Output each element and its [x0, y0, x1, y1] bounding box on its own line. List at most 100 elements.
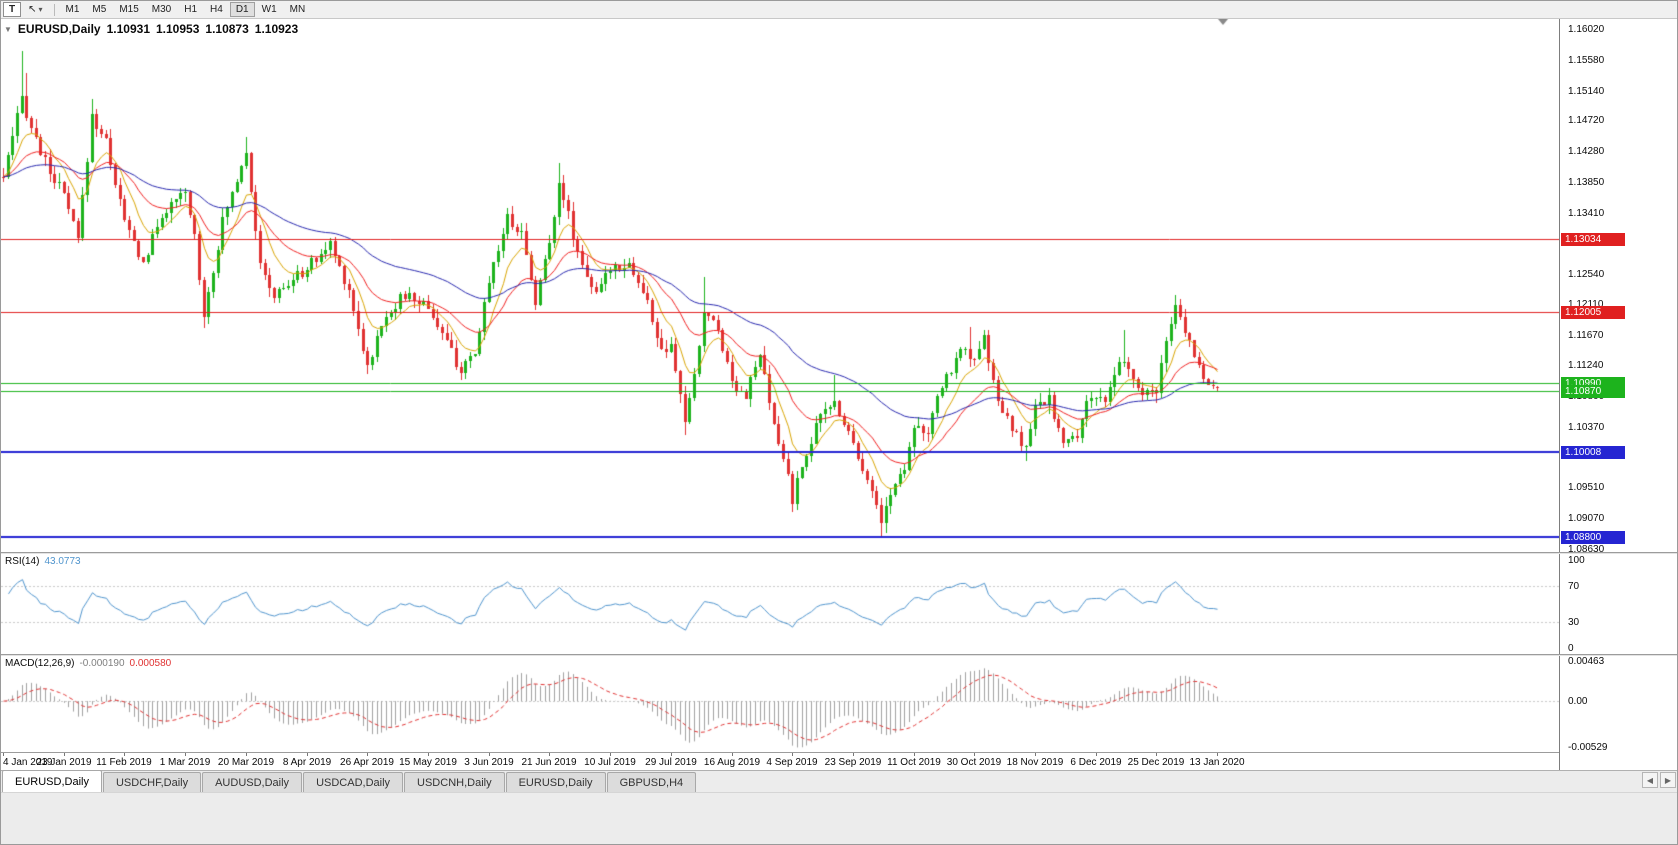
timeframe-button-w1[interactable]: W1	[256, 2, 283, 17]
tab-scroll-left-icon[interactable]: ◀	[1642, 772, 1658, 788]
date-label: 20 Mar 2019	[217, 757, 275, 768]
status-area	[1, 792, 1677, 844]
price-tick-label: 1.12540	[1568, 268, 1605, 280]
date-tick	[1217, 753, 1218, 756]
price-tick-label: 1.10370	[1568, 421, 1605, 433]
timeframe-button-m30[interactable]: M30	[146, 2, 177, 17]
chart-tab-usdcnh-daily[interactable]: USDCNH,Daily	[404, 772, 505, 792]
date-tick	[732, 753, 733, 756]
timeframe-button-d1[interactable]: D1	[229, 2, 255, 17]
rsi-name: RSI(14)	[5, 556, 40, 567]
date-label: 23 Sep 2019	[824, 757, 882, 768]
chevron-down-icon: ▾	[38, 5, 43, 14]
date-tick	[246, 753, 247, 756]
price-chart-canvas[interactable]	[1, 19, 1559, 552]
macd-value-main: -0.000190	[79, 658, 125, 669]
macd-canvas[interactable]	[1, 656, 1559, 752]
date-label: 15 May 2019	[399, 757, 457, 768]
date-tick	[974, 753, 975, 756]
chart-toolbar: T ↖ ▾ M1 M5 M15 M30 H1 H4 D1 W1 MN	[1, 1, 1677, 19]
price-scale[interactable]: 1.16020 1.15580 1.15140 1.14720 1.14280 1.138…	[1559, 19, 1677, 770]
timeframe-button-m5[interactable]: M5	[86, 2, 112, 17]
date-label: 18 Nov 2019	[1006, 757, 1064, 768]
price-tick-label: 1.12110	[1568, 299, 1604, 311]
toolbar-separator	[53, 3, 55, 16]
date-label: 26 Apr 2019	[340, 757, 394, 768]
price-tick-label: 1.13850	[1568, 176, 1605, 188]
timeframe-button-mn[interactable]: MN	[284, 2, 312, 17]
macd-panel: MACD(12,26,9) -0.000190 0.000580	[1, 656, 1559, 752]
date-tick	[549, 753, 550, 756]
macd-name: MACD(12,26,9)	[5, 658, 75, 669]
timeframe-button-m1[interactable]: M1	[60, 2, 86, 17]
date-label: 8 Apr 2019	[282, 757, 332, 768]
date-label: 11 Oct 2019	[887, 757, 941, 768]
date-tick	[1035, 753, 1036, 756]
date-label: 30 Oct 2019	[946, 757, 1002, 768]
date-label: 1 Mar 2019	[159, 757, 211, 768]
chart-tab-eurusd-daily[interactable]: EURUSD,Daily	[2, 770, 102, 792]
date-label: 23 Jan 2019	[36, 757, 92, 768]
chart-tab-bar: EURUSD,Daily USDCHF,Daily AUDUSD,Daily USDC…	[1, 770, 1677, 792]
price-badge: 1.08800	[1561, 531, 1625, 544]
timeframe-button-m15[interactable]: M15	[113, 2, 144, 17]
chart-tab-eurusd-daily[interactable]: EURUSD,Daily	[505, 772, 606, 792]
date-tick	[1156, 753, 1157, 756]
price-tick-label: 1.11240	[1568, 360, 1604, 372]
date-label: 29 Jul 2019	[645, 757, 697, 768]
date-tick	[307, 753, 308, 756]
price-tick-label: 1.15580	[1568, 54, 1605, 66]
timeframe-button-h1[interactable]: H1	[178, 2, 203, 17]
macd-scale-label: -0.00529	[1568, 742, 1608, 753]
panel-splitter-macd[interactable]	[1, 654, 1677, 656]
rsi-canvas[interactable]	[1, 554, 1559, 654]
price-tick-label: 1.16020	[1568, 23, 1605, 35]
price-tick-label: 1.13410	[1568, 207, 1605, 219]
price-tick-label: 1.08630	[1568, 544, 1605, 556]
price-tick-label: 1.11670	[1568, 330, 1604, 342]
price-badge: 1.10008	[1561, 446, 1625, 459]
rsi-scale-label: 70	[1568, 581, 1580, 593]
price-badge: 1.10870	[1561, 385, 1625, 398]
macd-scale-label: 0.00	[1568, 696, 1588, 708]
chart-tab-usdcad-daily[interactable]: USDCAD,Daily	[303, 772, 404, 792]
date-label: 4 Jan 2019	[3, 757, 53, 768]
timeframe-button-h4[interactable]: H4	[204, 2, 229, 17]
rsi-value: 43.0773	[44, 556, 81, 567]
chart-tab-audusd-daily[interactable]: AUDUSD,Daily	[202, 772, 303, 792]
date-tick	[610, 753, 611, 756]
date-tick	[3, 753, 4, 756]
chart-tab-gbpusd-h4[interactable]: GBPUSD,H4	[606, 772, 697, 792]
ohlc-open: 1.10931	[106, 22, 150, 36]
price-badge: 1.13034	[1561, 233, 1625, 246]
date-tick	[792, 753, 793, 756]
cursor-tool-button[interactable]: ↖ ▾	[22, 2, 48, 17]
price-badge: 1.12005	[1561, 306, 1625, 319]
main-chart-panel: ▼ EURUSD,Daily 1.10931 1.10953 1.10873 1…	[1, 19, 1559, 552]
date-tick	[428, 753, 429, 756]
date-label: 21 Jun 2019	[521, 757, 577, 768]
date-tick	[914, 753, 915, 756]
ohlc-close: 1.10923	[254, 22, 299, 36]
rsi-panel: RSI(14) 43.0773	[1, 554, 1559, 654]
date-label: 11 Feb 2019	[96, 757, 152, 768]
text-tool-button[interactable]: T	[3, 2, 22, 17]
tab-scroll-controls: ◀ ▶	[1642, 772, 1676, 788]
symbol-name: EURUSD,Daily	[17, 22, 101, 36]
price-tick-label: 1.09070	[1568, 513, 1605, 525]
tab-scroll-right-icon[interactable]: ▶	[1660, 772, 1676, 788]
one-click-trading-arrow-icon[interactable]: ▼	[4, 24, 12, 34]
macd-scale-label: 0.00463	[1568, 656, 1605, 667]
date-tick	[64, 753, 65, 756]
panel-splitter-rsi[interactable]	[1, 552, 1677, 554]
date-label: 6 Dec 2019	[1070, 757, 1122, 768]
rsi-label: RSI(14) 43.0773	[5, 556, 81, 567]
chart-tab-usdchf-daily[interactable]: USDCHF,Daily	[102, 772, 202, 792]
date-tick	[367, 753, 368, 756]
date-axis[interactable]: 4 Jan 2019 23 Jan 2019 11 Feb 2019 1 Mar 20…	[1, 752, 1559, 771]
date-tick	[489, 753, 490, 756]
timeframe-bar: M1 M5 M15 M30 H1 H4 D1 W1 MN	[60, 2, 312, 17]
date-label: 13 Jan 2020	[1189, 757, 1245, 768]
date-label: 10 Jul 2019	[584, 757, 636, 768]
